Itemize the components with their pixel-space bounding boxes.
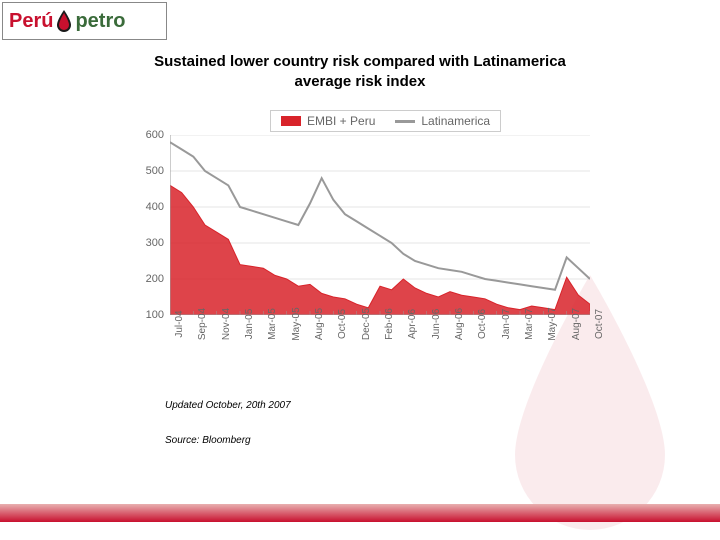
y-tick-label: 200 — [146, 273, 164, 285]
x-tick-label: Feb-06 — [384, 308, 395, 340]
x-tick-label: Oct-06 — [477, 309, 488, 339]
logo: Perú petro — [2, 2, 167, 40]
logo-drop-icon — [55, 9, 73, 33]
x-tick-label: Oct-07 — [594, 309, 605, 339]
y-tick-label: 300 — [146, 237, 164, 249]
x-tick-label: Oct-05 — [337, 309, 348, 339]
legend-label: EMBI + Peru — [307, 114, 375, 128]
x-tick-label: May-05 — [291, 307, 302, 340]
footer-bar — [0, 504, 720, 522]
legend-item-latam: Latinamerica — [395, 114, 490, 128]
risk-chart: EMBI + Peru Latinamerica 100200300400500… — [140, 125, 600, 375]
x-tick-label: Mar-07 — [524, 308, 535, 340]
x-tick-label: Apr-06 — [407, 309, 418, 339]
source-text: Source: Bloomberg — [165, 435, 251, 446]
logo-petro-text: petro — [75, 10, 125, 33]
y-axis-labels: 100200300400500600 — [140, 135, 168, 315]
x-tick-label: Dec-05 — [361, 308, 372, 340]
legend-label: Latinamerica — [421, 114, 490, 128]
x-tick-label: Aug-05 — [314, 308, 325, 340]
title-text: Sustained lower country risk compared wi… — [154, 53, 566, 90]
legend-item-peru: EMBI + Peru — [281, 114, 375, 128]
x-tick-label: May-07 — [547, 307, 558, 340]
logo-peru-text: Perú — [9, 10, 53, 33]
x-tick-label: Mar-05 — [267, 308, 278, 340]
legend-swatch-icon — [281, 116, 301, 126]
x-tick-label: Jul-04 — [174, 310, 185, 337]
x-tick-label: Jan-05 — [244, 309, 255, 340]
page-title: Sustained lower country risk compared wi… — [0, 52, 720, 91]
x-tick-label: Aug-07 — [571, 308, 582, 340]
chart-legend: EMBI + Peru Latinamerica — [270, 110, 501, 132]
chart-plot — [170, 135, 590, 315]
x-tick-label: Aug-06 — [454, 308, 465, 340]
y-tick-label: 600 — [146, 129, 164, 141]
x-tick-label: Sep-04 — [197, 308, 208, 340]
x-tick-label: Jun-06 — [431, 309, 442, 340]
legend-swatch-icon — [395, 120, 415, 123]
y-tick-label: 400 — [146, 201, 164, 213]
x-tick-label: Nov-04 — [221, 308, 232, 340]
updated-text: Updated October, 20th 2007 — [165, 400, 291, 411]
x-axis-labels: Jul-04Sep-04Nov-04Jan-05Mar-05May-05Aug-… — [170, 320, 590, 375]
y-tick-label: 500 — [146, 165, 164, 177]
y-tick-label: 100 — [146, 309, 164, 321]
x-tick-label: Jan-07 — [501, 309, 512, 340]
